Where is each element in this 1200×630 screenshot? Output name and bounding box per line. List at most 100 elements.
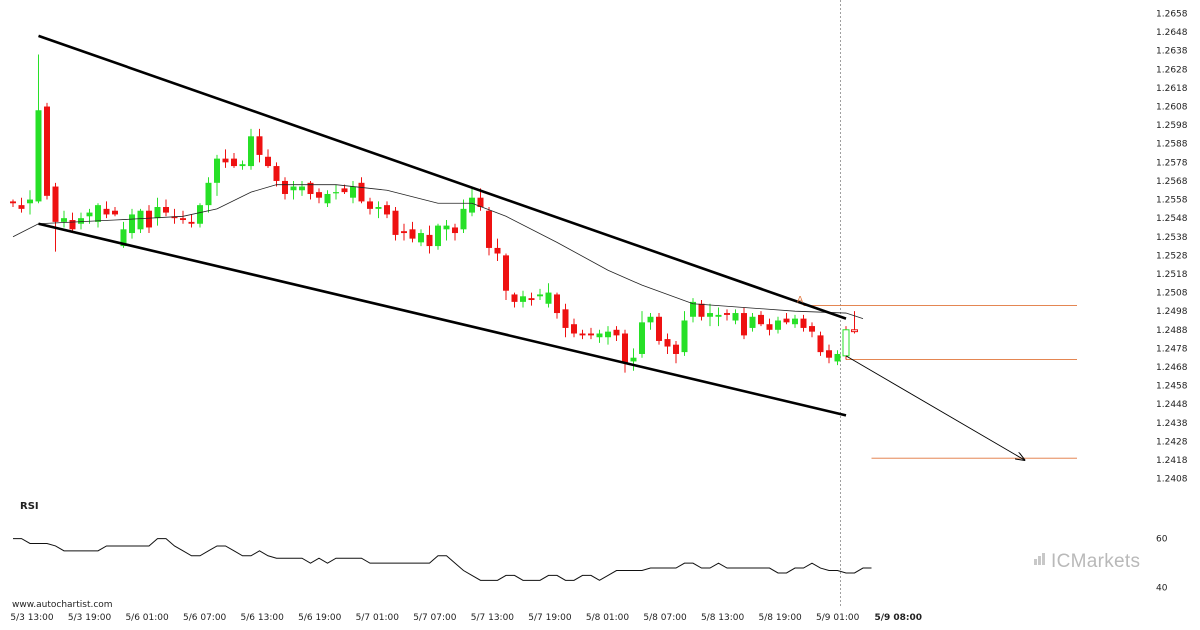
candle-body (435, 225, 441, 247)
candle-body (826, 350, 832, 358)
time-tick-label: 5/7 07:00 (413, 613, 457, 623)
rsi-line (13, 538, 872, 581)
candle-body (137, 210, 144, 230)
candle-body (630, 357, 637, 362)
candle-body (622, 333, 628, 364)
candle-body (588, 333, 594, 336)
candle-body (511, 294, 518, 302)
candle-body (537, 294, 543, 297)
candle-body (639, 322, 645, 354)
brand-logo: ICMarkets (1034, 551, 1140, 573)
time-tick-label: 5/6 07:00 (183, 613, 227, 623)
candle-body (401, 231, 407, 234)
price-tick-label: 1.2488 (1156, 326, 1188, 336)
time-tick-label: 5/7 19:00 (528, 613, 572, 623)
candle-body (367, 201, 373, 209)
candle-body (341, 188, 348, 193)
candle-body (129, 214, 135, 234)
candle-body (95, 205, 101, 222)
price-tick-label: 1.2458 (1156, 382, 1188, 392)
time-tick-label: 5/9 01:00 (816, 613, 860, 623)
candle-body (154, 207, 161, 219)
candle-body (307, 182, 314, 194)
candle-body (656, 316, 662, 341)
candle-body (749, 316, 756, 328)
price-tick-label: 1.2648 (1156, 28, 1188, 38)
candles (10, 54, 858, 373)
price-tick-label: 1.2628 (1156, 65, 1188, 75)
time-tick-label: 5/6 13:00 (241, 613, 285, 623)
candle-body (528, 298, 535, 301)
price-tick-label: 1.2468 (1156, 363, 1188, 373)
time-tick-label: 5/3 13:00 (10, 613, 54, 623)
time-tick-label: 5/8 13:00 (701, 613, 745, 623)
candle-body (222, 158, 229, 163)
candle-body (707, 313, 713, 317)
time-axis: 5/3 13:00 5/3 19:00 5/6 01:00 5/6 07:00 5/6 … (10, 613, 922, 623)
candle-body (103, 208, 110, 215)
candle-body (86, 212, 93, 217)
candle-body (112, 210, 118, 215)
candle-body (273, 166, 280, 181)
time-tick-label: 5/8 19:00 (759, 613, 803, 623)
candle-body (324, 193, 331, 204)
candle-body (477, 197, 484, 207)
candle-body (27, 199, 33, 204)
candle-body (562, 309, 569, 328)
candle-body (282, 180, 288, 194)
candle-body (647, 316, 654, 323)
time-tick-label: 5/9 08:00 (874, 613, 922, 623)
candle-body (596, 333, 603, 338)
candle-body (715, 314, 722, 317)
candle-body (256, 136, 263, 155)
price-tick-label: 1.2658 (1156, 10, 1188, 20)
price-tick-label: 1.2438 (1156, 419, 1188, 429)
candle-body (758, 314, 764, 325)
price-tick-label: 1.2448 (1156, 400, 1188, 410)
candle-body (418, 233, 424, 243)
candle-body (851, 329, 858, 333)
price-tick-label: 1.2508 (1156, 289, 1188, 299)
source-credit: www.autochartist.com (12, 600, 113, 610)
time-tick-label: 5/3 19:00 (68, 613, 112, 623)
price-tick-label: 1.2518 (1156, 270, 1188, 280)
rsi-title: RSI (20, 501, 39, 512)
candle-body (673, 344, 679, 354)
candle-body (248, 136, 254, 167)
candle-body (690, 301, 696, 317)
price-axis: 1.2658 1.2648 1.2638 1.2628 1.2618 1.2608 1.25… (1156, 10, 1188, 485)
time-tick-label: 5/7 01:00 (356, 613, 400, 623)
candle-body (817, 335, 824, 353)
candle-body (61, 218, 67, 222)
candle-body (834, 353, 841, 362)
candle-body (69, 220, 76, 230)
price-tick-label: 1.2538 (1156, 233, 1188, 243)
price-tick-label: 1.2498 (1156, 307, 1188, 317)
candle-body (571, 324, 577, 334)
price-tick-label: 1.2608 (1156, 103, 1188, 113)
channel-upper-line (38, 34, 847, 320)
candle-body (426, 234, 433, 247)
candle-body (146, 210, 152, 228)
candle-body (120, 229, 127, 247)
candle-body (494, 247, 501, 254)
price-tick-label: 1.2408 (1156, 475, 1188, 485)
candle-body (503, 255, 509, 291)
price-tick-label: 1.2558 (1156, 196, 1188, 206)
candle-body (205, 182, 212, 206)
price-tick-label: 1.2418 (1156, 456, 1188, 466)
rsi-tick-label: 60 (1156, 535, 1168, 545)
price-tick-label: 1.2478 (1156, 344, 1188, 354)
candle-body (460, 208, 467, 230)
candle-body (214, 158, 220, 183)
price-tick-label: 1.2598 (1156, 121, 1188, 131)
candle-body (724, 313, 730, 315)
candle-body (469, 197, 475, 213)
candle-body (384, 205, 390, 215)
candle-body (809, 326, 815, 332)
candle-body (842, 329, 850, 357)
time-tick-label: 5/6 19:00 (298, 613, 342, 623)
price-tick-label: 1.2548 (1156, 214, 1188, 224)
candle-body (766, 324, 773, 330)
